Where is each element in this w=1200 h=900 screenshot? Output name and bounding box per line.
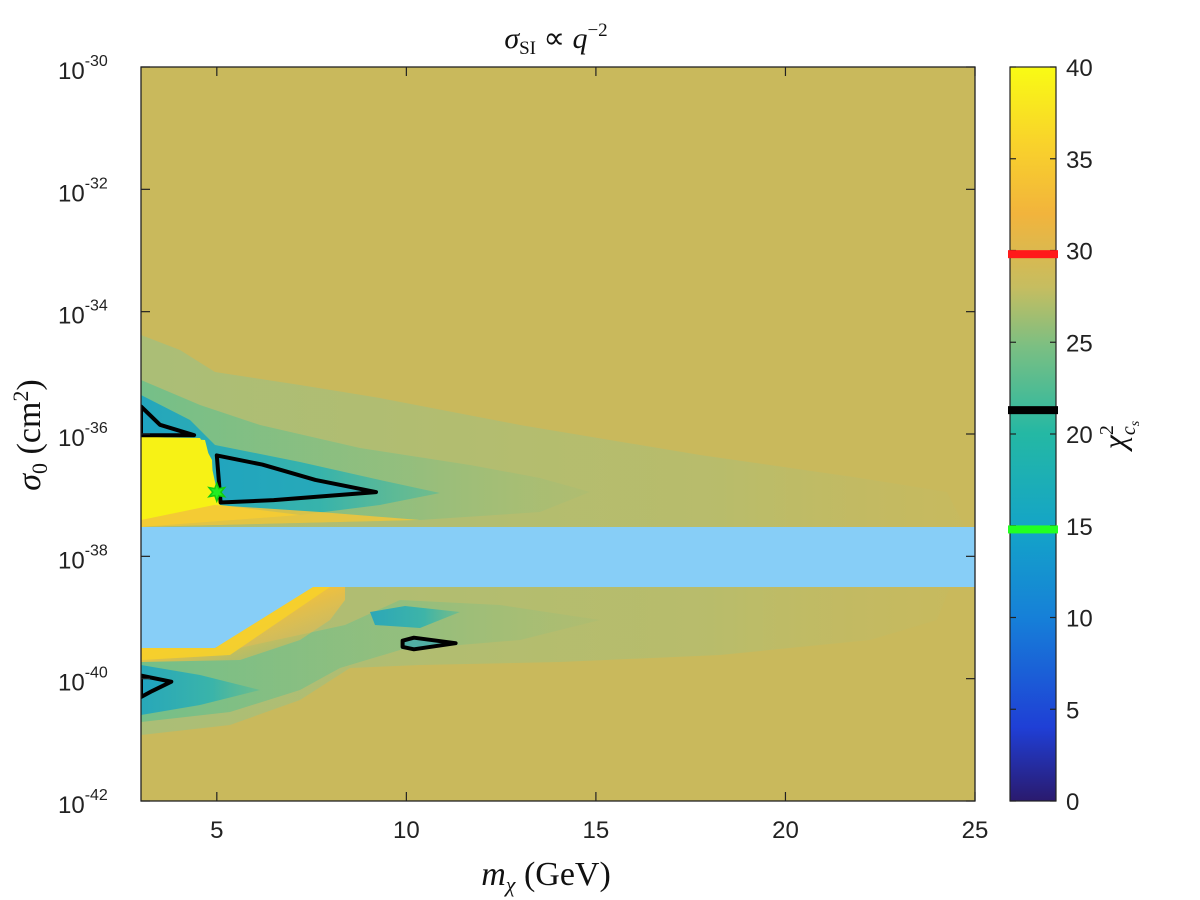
colorbar-tick-label: 10 (1066, 606, 1093, 633)
y-tick-exp: -36 (85, 420, 108, 437)
best-fit-star (207, 480, 227, 504)
chart-title: σSI ∝ q−2 (504, 20, 607, 59)
colorbar-level-marker (1008, 406, 1058, 415)
excluded-band (141, 527, 975, 648)
y-tick-label: 10-38 (58, 542, 108, 574)
colorbar-tick-label: 40 (1066, 55, 1093, 82)
colorbar-tick-label: 15 (1066, 514, 1093, 541)
colorbar-tick-label: 0 (1066, 789, 1079, 816)
y-tick-label: 10-42 (58, 787, 108, 819)
colorbar-ticks: 40 35 30 25 20 15 10 5 0 (1010, 55, 1093, 816)
x-tick-label: 10 (393, 817, 420, 844)
x-axis-label: mχ (GeV) (481, 856, 611, 897)
y-tick-base: 10 (58, 303, 85, 330)
best-fit-marker (207, 480, 227, 504)
y-tick-base: 10 (58, 180, 85, 207)
y-tick-base: 10 (58, 792, 85, 819)
colorbar-tick-label: 20 (1066, 422, 1093, 449)
colorbar-markers (1008, 250, 1058, 534)
y-tick-label: 10-36 (58, 420, 108, 452)
colorbar-tick-label: 35 (1066, 147, 1093, 174)
contour-region-c (400, 635, 458, 652)
y-tick-exp: -42 (85, 787, 108, 804)
colorbar (1009, 66, 1057, 802)
x-tick-label: 5 (210, 817, 223, 844)
x-tick-label: 15 (583, 817, 610, 844)
y-tick-exp: -34 (85, 298, 108, 315)
contour-region-b (214, 453, 378, 505)
y-tick-base: 10 (58, 670, 85, 697)
y-tick-label: 10-30 (58, 53, 108, 85)
y-tick-base: 10 (58, 425, 85, 452)
colorbar-tick-label: 30 (1066, 239, 1093, 266)
x-tick-label: 20 (772, 817, 799, 844)
y-axis-label: σ0 (cm2) (8, 379, 52, 490)
y-tick-label: 10-40 (58, 665, 108, 697)
colorbar-tick-label: 5 (1066, 697, 1079, 724)
contour-region-d (141, 673, 174, 699)
contour-lines (141, 404, 458, 699)
x-axis-ticks: 5 10 15 20 25 (210, 67, 988, 844)
y-tick-exp: -38 (85, 542, 108, 559)
x-tick-label: 25 (962, 817, 989, 844)
colorbar-level-marker (1008, 250, 1058, 259)
colorbar-label: χ2cs (1096, 420, 1143, 452)
colorbar-tick-label: 25 (1066, 330, 1093, 357)
colorbar-level-marker (1008, 525, 1058, 534)
y-tick-base: 10 (58, 58, 85, 85)
y-tick-label: 10-34 (58, 298, 108, 330)
y-tick-exp: -40 (85, 665, 108, 682)
y-tick-label: 10-32 (58, 175, 108, 207)
contour-region-a (141, 404, 197, 438)
y-tick-base: 10 (58, 547, 85, 574)
y-tick-exp: -32 (85, 175, 108, 192)
y-tick-exp: -30 (85, 53, 108, 70)
